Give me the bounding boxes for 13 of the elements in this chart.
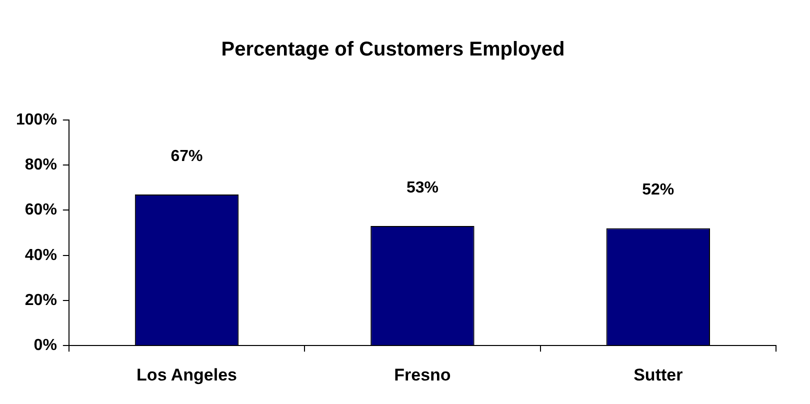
y-tick-label: 100%	[16, 111, 57, 128]
x-tick-label: Fresno	[394, 365, 451, 384]
data-label: 53%	[406, 179, 438, 196]
y-tick-label: 0%	[34, 337, 57, 354]
x-tick-label: Los Angeles	[136, 365, 237, 384]
x-tick-label: Sutter	[634, 365, 684, 384]
data-label: 67%	[170, 148, 203, 165]
chart-title: Percentage of Customers Employed	[221, 38, 565, 61]
y-tick-label: 80%	[24, 156, 57, 174]
data-label: 52%	[642, 182, 674, 199]
y-tick-label: 60%	[24, 202, 57, 219]
y-tick-label: 20%	[24, 292, 57, 309]
y-tick-label: 40%	[24, 246, 57, 264]
